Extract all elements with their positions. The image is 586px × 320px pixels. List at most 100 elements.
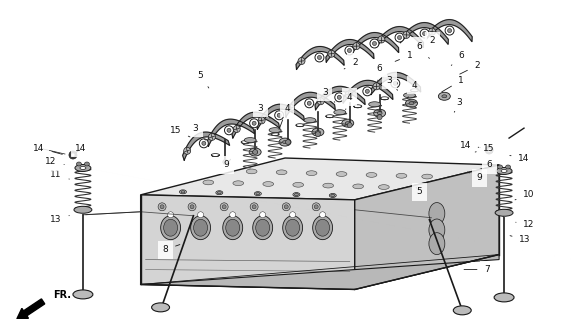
Circle shape — [391, 79, 400, 88]
Ellipse shape — [246, 169, 257, 174]
Circle shape — [347, 49, 352, 52]
Polygon shape — [207, 119, 255, 146]
Circle shape — [289, 212, 296, 218]
Circle shape — [188, 203, 196, 211]
Ellipse shape — [193, 219, 207, 236]
Ellipse shape — [163, 219, 178, 236]
Ellipse shape — [276, 170, 287, 175]
Circle shape — [168, 212, 173, 218]
Text: 14: 14 — [75, 144, 87, 153]
Circle shape — [252, 121, 256, 125]
Polygon shape — [426, 20, 472, 42]
Text: 14: 14 — [33, 144, 62, 154]
Circle shape — [377, 115, 382, 120]
Polygon shape — [371, 72, 421, 95]
Ellipse shape — [495, 209, 513, 216]
Ellipse shape — [374, 109, 386, 117]
Ellipse shape — [249, 148, 261, 156]
Text: 4: 4 — [279, 104, 290, 130]
Circle shape — [345, 46, 354, 55]
Circle shape — [160, 205, 164, 209]
Ellipse shape — [334, 110, 346, 115]
Ellipse shape — [345, 122, 350, 125]
Circle shape — [284, 205, 288, 209]
Polygon shape — [232, 112, 280, 138]
Ellipse shape — [429, 219, 445, 241]
Text: 9: 9 — [223, 159, 231, 170]
Ellipse shape — [76, 162, 81, 166]
Circle shape — [397, 36, 401, 40]
Polygon shape — [315, 86, 365, 110]
Circle shape — [345, 91, 352, 98]
Circle shape — [445, 26, 454, 35]
Circle shape — [282, 203, 290, 211]
Circle shape — [223, 159, 228, 164]
Ellipse shape — [293, 182, 304, 187]
Ellipse shape — [190, 216, 210, 240]
Circle shape — [305, 99, 314, 108]
Ellipse shape — [254, 192, 261, 196]
Text: 5: 5 — [197, 71, 209, 88]
Circle shape — [277, 113, 281, 117]
Ellipse shape — [294, 194, 298, 196]
Text: 2: 2 — [420, 36, 435, 49]
Ellipse shape — [404, 93, 415, 98]
Polygon shape — [376, 27, 424, 47]
Ellipse shape — [366, 172, 377, 177]
Ellipse shape — [494, 293, 514, 302]
Text: 8: 8 — [163, 244, 180, 254]
Circle shape — [315, 53, 324, 62]
Ellipse shape — [73, 290, 93, 299]
Circle shape — [285, 140, 291, 145]
Text: 5: 5 — [416, 187, 423, 196]
Ellipse shape — [161, 216, 180, 240]
Ellipse shape — [506, 165, 510, 169]
Ellipse shape — [84, 162, 90, 166]
Ellipse shape — [253, 216, 272, 240]
Ellipse shape — [217, 192, 222, 194]
Polygon shape — [351, 33, 398, 54]
Circle shape — [448, 28, 452, 33]
Ellipse shape — [429, 233, 445, 255]
Ellipse shape — [329, 194, 336, 197]
Circle shape — [227, 128, 231, 132]
Circle shape — [209, 133, 216, 140]
Circle shape — [335, 93, 344, 102]
Ellipse shape — [323, 183, 333, 188]
Polygon shape — [183, 132, 230, 160]
Ellipse shape — [429, 203, 445, 224]
Polygon shape — [326, 40, 374, 62]
Ellipse shape — [286, 219, 299, 236]
Ellipse shape — [152, 303, 169, 312]
Ellipse shape — [256, 193, 260, 195]
Ellipse shape — [74, 206, 92, 213]
Text: 13: 13 — [510, 235, 531, 244]
Circle shape — [370, 39, 379, 48]
Polygon shape — [400, 23, 448, 44]
Circle shape — [220, 203, 228, 211]
Circle shape — [222, 205, 226, 209]
Circle shape — [373, 83, 380, 90]
Circle shape — [353, 43, 360, 50]
Circle shape — [258, 117, 265, 124]
Circle shape — [338, 95, 341, 99]
Circle shape — [202, 141, 206, 145]
Circle shape — [423, 32, 427, 36]
Text: 14: 14 — [459, 140, 481, 149]
Text: 6: 6 — [417, 42, 430, 59]
Text: 13: 13 — [50, 215, 69, 224]
FancyArrow shape — [17, 299, 45, 319]
Polygon shape — [141, 158, 499, 200]
Circle shape — [275, 111, 284, 120]
Circle shape — [312, 203, 320, 211]
Circle shape — [317, 98, 324, 105]
Circle shape — [197, 212, 203, 218]
Text: 3: 3 — [322, 88, 335, 102]
Ellipse shape — [331, 194, 335, 196]
Text: 9: 9 — [467, 172, 482, 182]
Ellipse shape — [253, 150, 258, 154]
Text: 3: 3 — [193, 124, 205, 140]
Ellipse shape — [304, 118, 316, 123]
Circle shape — [428, 28, 435, 35]
Circle shape — [250, 119, 258, 128]
